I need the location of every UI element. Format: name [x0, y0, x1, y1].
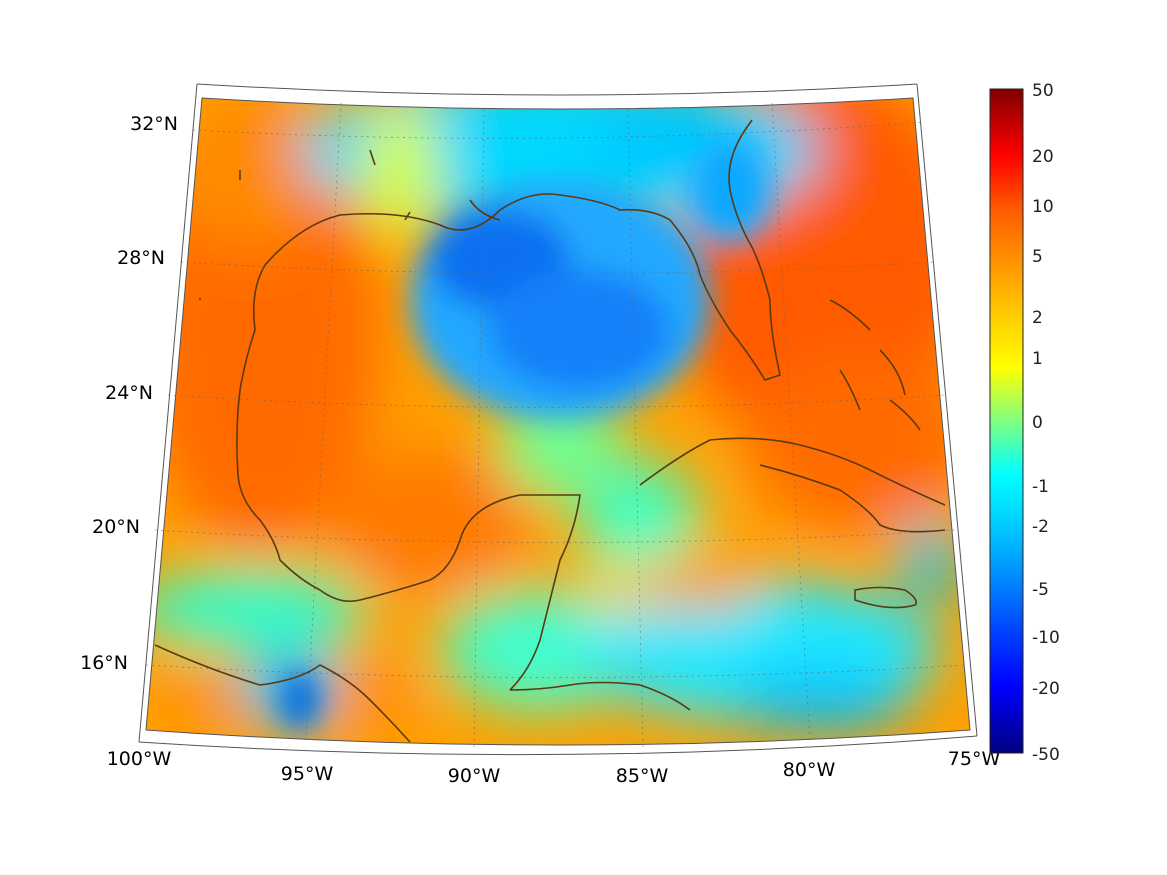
- colorbar-label: -20: [1032, 679, 1060, 699]
- colorbar-label: -2: [1032, 517, 1049, 537]
- lon-tick-labels: 100°W 95°W 90°W 85°W 80°W 75°W: [107, 748, 1001, 787]
- lon-label-100: 100°W: [107, 748, 172, 770]
- colorbar-label: -10: [1032, 628, 1060, 648]
- lon-label-75: 75°W: [948, 748, 1001, 770]
- colorbar-label: -1: [1032, 477, 1049, 497]
- colorbar-label: 50: [1032, 81, 1054, 101]
- colorbar-label: 10: [1032, 197, 1054, 217]
- lat-label-16: 16°N: [80, 652, 128, 674]
- colorbar-label: 0: [1032, 413, 1043, 433]
- lat-tick-labels: 32°N 28°N 24°N 20°N 16°N: [80, 113, 178, 674]
- colorbar-label: 2: [1032, 308, 1043, 328]
- graticule: [145, 102, 966, 749]
- lat-label-32: 32°N: [130, 113, 178, 135]
- colorbar-label: -50: [1032, 745, 1060, 765]
- lon-label-85: 85°W: [616, 765, 669, 787]
- lon-label-80: 80°W: [783, 759, 836, 781]
- colorbar: 50 20 10 5 2 1 0 -1 -2 -5 -10 -20 -50: [989, 81, 1060, 765]
- colorbar-label: 5: [1032, 247, 1043, 267]
- lat-label-24: 24°N: [105, 382, 153, 404]
- lat-label-28: 28°N: [117, 247, 165, 269]
- colorbar-label: -5: [1032, 580, 1049, 600]
- colorbar-gradient: [989, 88, 1024, 754]
- lon-label-95: 95°W: [281, 763, 334, 785]
- colorbar-label: 1: [1032, 349, 1043, 369]
- lat-label-20: 20°N: [92, 516, 140, 538]
- lon-label-90: 90°W: [448, 765, 501, 787]
- data-field: [146, 98, 970, 745]
- coastline: [154, 119, 946, 743]
- colorbar-label: 20: [1032, 147, 1054, 167]
- map-frame: [145, 97, 971, 746]
